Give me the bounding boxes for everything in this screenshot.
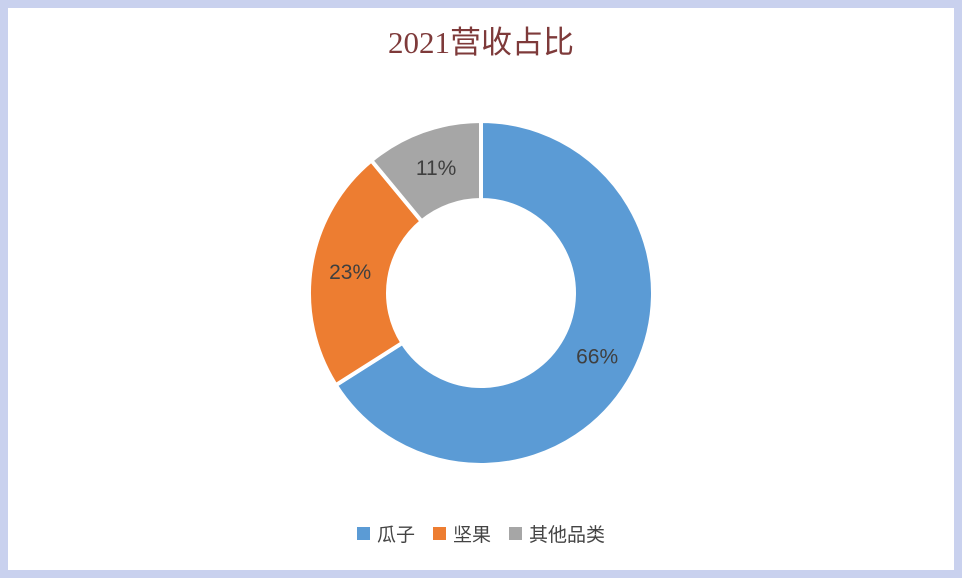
chart-legend: 瓜子 坚果 其他品类 (356, 520, 605, 547)
pie-slice-1 (307, 158, 424, 387)
legend-label-2: 其他品类 (529, 524, 606, 546)
legend-label-1: 坚果 (452, 524, 491, 546)
donut-chart-svg: 66% 23% 11% (307, 118, 655, 467)
legend-swatch-2 (509, 526, 522, 540)
chart-title: 2021营收占比 (388, 25, 574, 60)
donut-chart: 66% 23% 11% (8, 63, 954, 514)
data-label-2: 11% (416, 157, 456, 180)
data-label-0: 66% (576, 345, 618, 368)
legend-item-2: 其他品类 (509, 520, 605, 547)
legend-swatch-0 (356, 526, 370, 540)
data-label-1: 23% (329, 261, 371, 284)
pie-slice-2 (369, 118, 483, 224)
legend-label-0: 瓜子 (376, 524, 415, 546)
chart-panel: 2021营收占比 66% 23% 11% 瓜子 坚果 其他品类 (8, 8, 954, 570)
pie-slice-0 (333, 118, 655, 467)
legend-item-0: 瓜子 (356, 520, 415, 547)
legend-swatch-1 (432, 526, 446, 540)
legend-item-1: 坚果 (432, 520, 491, 547)
